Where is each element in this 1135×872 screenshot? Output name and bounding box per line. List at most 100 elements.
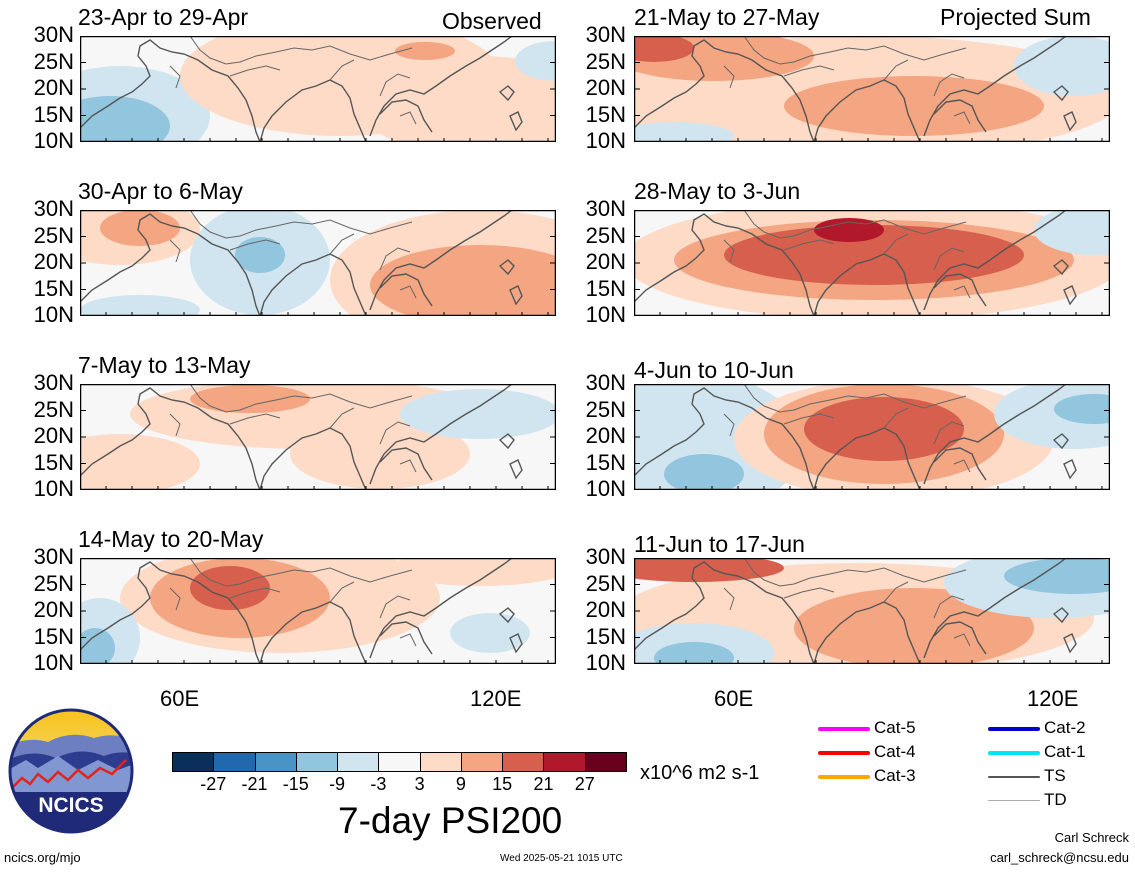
- lat-label: 10N: [585, 476, 626, 501]
- contour-region: [634, 558, 784, 582]
- lat-label: 15N: [585, 101, 626, 127]
- contour-region: [80, 295, 200, 316]
- map-panel-8: [634, 558, 1110, 664]
- contour-region: [1054, 394, 1110, 424]
- contour-region: [1014, 36, 1110, 96]
- contour-region: [515, 41, 556, 81]
- legend-line-cat-3: [818, 775, 870, 779]
- lat-label: 30N: [33, 370, 74, 395]
- coastline: [634, 210, 1077, 316]
- colorbar-swatch: [213, 752, 256, 772]
- lat-label: 25N: [585, 48, 626, 74]
- lat-label: 10N: [585, 302, 626, 327]
- map-panel-6: [634, 210, 1110, 316]
- coastline: [634, 558, 1077, 664]
- lat-label: 15N: [33, 101, 74, 127]
- observed-label: Observed: [442, 8, 542, 34]
- contour-region: [395, 42, 455, 60]
- map-panel-1: [80, 36, 556, 142]
- legend-label-cat-2: Cat-2: [1044, 718, 1086, 737]
- country-borders: [723, 210, 971, 299]
- lat-label: 15N: [33, 275, 74, 301]
- colorbar: [172, 752, 627, 772]
- coastline: [634, 384, 1077, 490]
- legend-line-cat-2: [988, 727, 1040, 731]
- contour-region: [1004, 558, 1110, 594]
- contour-region: [634, 36, 694, 62]
- legend-label-ts: TS: [1044, 766, 1066, 785]
- lat-label: 10N: [585, 650, 626, 675]
- colorbar-tick-label: -15: [282, 774, 309, 794]
- lat-label: 30N: [585, 370, 626, 395]
- contour-region: [814, 218, 884, 242]
- colorbar-tick-label: -27: [200, 774, 227, 794]
- contour-region: [724, 225, 1024, 285]
- lon-label-120e: 120E: [470, 686, 522, 711]
- colorbar-tick-label: 15: [492, 774, 513, 794]
- colorbar-tick-label: 3: [414, 774, 425, 794]
- colorbar-tick-label: 9: [455, 774, 466, 794]
- map-panel-5: [634, 36, 1110, 142]
- country-borders: [723, 36, 971, 125]
- lon-label-60e: 60E: [714, 686, 754, 711]
- lat-label: 10N: [585, 128, 626, 153]
- legend-label-cat-5: Cat-5: [874, 718, 916, 737]
- panel-title: 14-May to 20-May: [78, 526, 264, 552]
- contour-region: [80, 96, 170, 142]
- panel-title: 7-May to 13-May: [78, 352, 251, 378]
- legend-line-cat-4: [818, 751, 870, 755]
- map-panel-3: [80, 384, 556, 490]
- lat-label: 25N: [33, 396, 74, 422]
- country-borders: [169, 384, 417, 473]
- lat-label: 20N: [33, 75, 74, 100]
- map-panel-7: [634, 384, 1110, 490]
- contour-region: [235, 237, 285, 273]
- lat-label: 10N: [33, 476, 74, 501]
- legend-line-td: [988, 800, 1040, 801]
- contour-region: [190, 385, 310, 413]
- contour-region: [290, 419, 470, 489]
- lat-label: 20N: [33, 597, 74, 622]
- lat-label: 10N: [33, 128, 74, 153]
- lat-label: 20N: [585, 75, 626, 100]
- contour-region: [804, 397, 964, 461]
- legend-label-cat-3: Cat-3: [874, 766, 916, 785]
- footer-email: carl_schreck@ncsu.edu: [990, 850, 1129, 865]
- logo-text: NCICS: [38, 794, 103, 817]
- coastline: [80, 210, 523, 316]
- lat-label: 30N: [33, 22, 74, 47]
- panel-title: 30-Apr to 6-May: [78, 178, 243, 204]
- country-borders: [169, 36, 417, 125]
- contour-region: [370, 245, 556, 316]
- coastline: [634, 36, 1077, 142]
- colorbar-swatch: [337, 752, 380, 772]
- lat-label: 10N: [33, 650, 74, 675]
- colorbar-tick-label: 27: [574, 774, 595, 794]
- lat-label: 15N: [33, 449, 74, 475]
- coastline: [80, 384, 523, 490]
- colorbar-swatch: [172, 752, 215, 772]
- colorbar-swatch: [543, 752, 586, 772]
- lat-label: 25N: [33, 222, 74, 248]
- contour-region: [400, 389, 556, 439]
- lon-label-120e: 120E: [1027, 686, 1079, 711]
- colorbar-swatch: [419, 752, 462, 772]
- footer-timestamp: Wed 2025-05-21 1015 UTC: [500, 853, 623, 864]
- contour-region: [100, 210, 180, 246]
- country-borders: [169, 210, 417, 299]
- panel-title: 21-May to 27-May: [634, 4, 820, 30]
- legend-line-cat-1: [988, 751, 1040, 755]
- lon-label-60e: 60E: [160, 686, 200, 711]
- lat-label: 30N: [585, 196, 626, 221]
- contour-region: [664, 454, 744, 490]
- panel-title: 23-Apr to 29-Apr: [78, 4, 249, 30]
- colorbar-title: 7-day PSI200: [338, 800, 563, 841]
- panel-title: 11-Jun to 17-Jun: [634, 531, 805, 557]
- legend-label-td: TD: [1044, 790, 1067, 809]
- country-borders: [723, 384, 971, 473]
- lat-label: 20N: [585, 423, 626, 448]
- contour-region: [190, 566, 270, 610]
- legend-label-cat-1: Cat-1: [1044, 742, 1086, 761]
- legend-line-ts: [988, 776, 1040, 778]
- contour-region: [80, 628, 115, 664]
